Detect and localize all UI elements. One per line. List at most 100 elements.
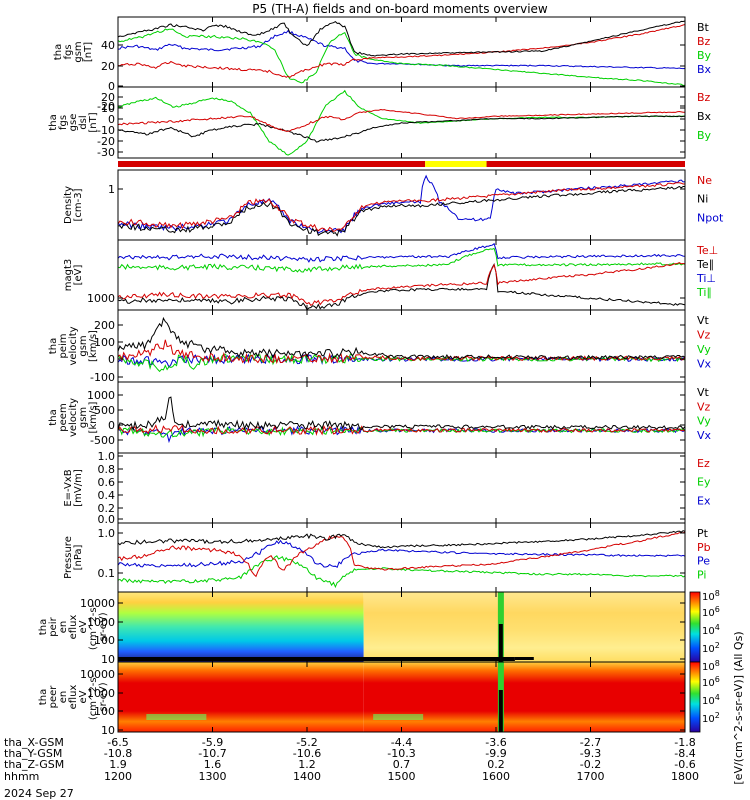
legend-Ey: Ey [697,476,711,489]
legend-Pe: Pe [697,555,710,568]
legend-By: By [697,49,712,62]
axis-row-value: -10.7 [198,747,226,760]
ytick-label: 0 [108,353,115,366]
legend-Vy: Vy [697,343,711,356]
colorbar-tick-label: 102 [702,641,720,655]
ylabel-line: sr-eV) [98,682,109,711]
ytick-label: 1000 [87,687,115,700]
ylabel-line: eV [78,690,89,703]
axis-row-value: 1300 [199,770,227,783]
ylabel-line: tha [53,44,64,60]
axis-row-value: -3.6 [485,736,506,749]
ytick-label: 100 [94,634,115,647]
legend-Bz: Bz [697,91,711,104]
axis-row-value: -5.9 [202,736,223,749]
ytick-label: 1.0 [98,527,116,540]
spectrogram-gap-black [498,690,503,732]
ylabel-line: peem [58,403,69,431]
bottom-axis: tha_X-GSM -6.5 -5.9 -5.2 -4.4 -3.6 -2.7 -1.8 tha… [4,736,699,783]
panel-frame [117,381,686,454]
legend-Vz: Vz [697,329,711,342]
ylabel-line: en [58,621,69,634]
legend-Pb: Pb [697,541,711,554]
ytick-label: 10 [101,653,115,666]
ylabel-line: [eV] [73,265,84,286]
axis-row-value: -9.9 [485,747,506,760]
ylabel-line: tha [38,689,49,705]
legend-Vy: Vy [697,415,711,428]
ytick-label: 10 [101,102,115,115]
series-Vy [118,353,685,373]
ytick-label: 10000 [80,668,115,681]
ytick-label: 500 [94,404,115,417]
ylabel-line: tha [48,409,59,425]
ylabel-line: peir [48,616,59,636]
axis-row-value: -10.6 [293,747,321,760]
axis-row-value: 1.9 [109,758,127,771]
ylabel-line: sr-eV) [98,612,109,641]
legend-Te∥: Te∥ [696,258,714,271]
axis-row-value: 1700 [577,770,605,783]
axis-row-label: tha_X-GSM [4,736,64,749]
series-Pe [118,539,685,569]
low-energy-band-2 [514,657,534,660]
ytick-label: 1.0 [98,450,116,463]
axis-row-value: 1600 [482,770,510,783]
axis-row-value: 1400 [293,770,321,783]
series-Vt [118,396,685,432]
axis-row-value: -10.8 [104,747,132,760]
low-energy-patch [146,714,207,720]
series-Bx [118,115,685,143]
ylabel-line: fgs [58,115,69,130]
low-energy-band [118,657,515,661]
panel-peer-en-eflux: 108 106 104 102 10000 1000 100 10 tha peer en eflux… [38,659,720,737]
colorbar-tick-label: 108 [702,659,720,673]
ylabel-line: en [58,691,69,704]
axis-row-value: -8.4 [674,747,695,760]
ylabel-line: dsl [78,115,89,129]
ylabel-line: gsm [78,335,89,356]
ytick-label: 1000 [87,292,115,305]
ytick-label: 10000 [80,597,115,610]
spectrogram-late [363,662,685,732]
series-Pt [118,530,685,549]
series-Pi [118,555,685,589]
series-Bz [118,108,685,132]
panel-frame [117,16,686,88]
ylabel-line: gsm [78,407,89,428]
series-Pb [118,531,685,578]
spectrogram-late [363,592,685,662]
colorbar [689,661,701,733]
colorbar-tick-label: 106 [702,675,720,689]
panel-frame [117,452,686,524]
mode-segment-yellow [425,161,487,167]
ylabel-line: fgs [63,44,74,59]
panel-efield: Ez Ey Ex 1.00.80.60.40.20.0 E=-VxB [mV/m] [63,450,711,526]
date-label: 2024 Sep 27 [4,787,74,800]
ytick-label: 0 [108,419,115,432]
ylabel-line: eflux [68,685,79,710]
ylabel-line: (cm^2-s- [88,603,99,650]
series-Ni [118,185,685,237]
ytick-label: -500 [90,434,115,447]
ytick-label: -30 [97,146,115,159]
series-Ne [118,182,685,232]
ytick-label: 0.8 [98,463,116,476]
ytick-label: 100 [94,705,115,718]
series-Bz [118,24,685,79]
series-Vz [118,424,685,437]
ylabel-line: (cm^2-s- [88,673,99,720]
series-Ti⊥ [118,242,685,263]
colorbar-tick-label: 102 [702,711,720,725]
ylabel-line: tha [38,619,49,635]
series-Vt [118,316,685,361]
ylabel-line: Pressure [63,536,74,579]
ylabel-line: [nPa] [73,544,84,570]
ytick-label: -10 [97,124,115,137]
ytick-label: 1000 [87,389,115,402]
ylabel-line: Density [63,186,74,224]
panel-peir-en-eflux: 108 106 104 102 10000 1000 100 10 tha peir en eflux… [38,589,720,666]
